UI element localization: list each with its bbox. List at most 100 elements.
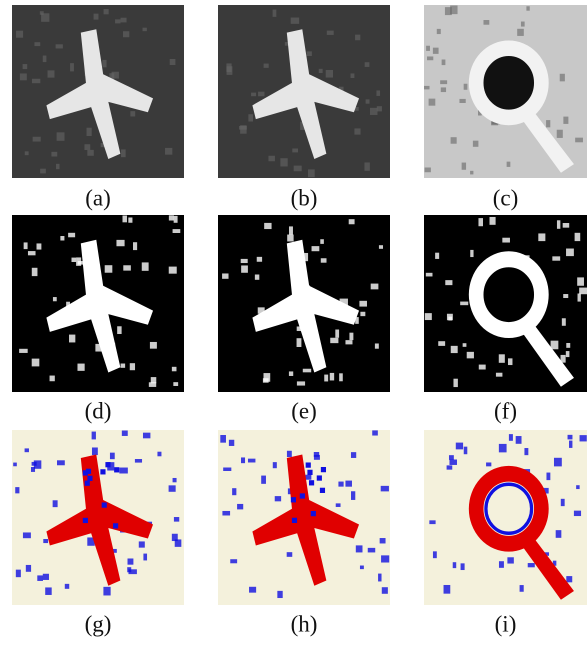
noise [43, 55, 47, 62]
ring [476, 48, 541, 117]
panel-image [424, 430, 587, 605]
noise [345, 340, 352, 344]
noise [56, 164, 59, 169]
noise [368, 548, 375, 553]
noise [355, 35, 360, 41]
noise [360, 312, 365, 316]
noise [25, 448, 29, 452]
noise [121, 364, 126, 368]
noise [230, 559, 237, 563]
panel-image [424, 5, 587, 178]
noise [273, 462, 277, 468]
noise [119, 468, 128, 474]
noise [173, 382, 178, 386]
noise [68, 233, 75, 237]
noise [345, 481, 352, 487]
noise [275, 496, 281, 501]
noise [575, 138, 583, 143]
ring [476, 259, 541, 330]
noise [237, 504, 243, 509]
noise [578, 293, 581, 301]
noise [307, 51, 312, 56]
noise [441, 87, 446, 92]
noise [223, 467, 231, 471]
noise [442, 59, 446, 65]
noise [351, 452, 356, 458]
noise [241, 259, 248, 263]
noise [330, 373, 334, 381]
noise [34, 42, 40, 46]
noise [57, 460, 65, 465]
noise [433, 551, 437, 558]
noise [117, 326, 121, 334]
noise [277, 591, 282, 598]
noise [381, 555, 389, 562]
noise [435, 253, 439, 259]
noise [87, 150, 93, 156]
noise [451, 346, 458, 353]
noise [28, 251, 36, 255]
noise [43, 539, 48, 543]
noise [351, 73, 355, 78]
noise [448, 317, 452, 321]
noise [557, 130, 563, 138]
noise [222, 273, 228, 278]
noise [25, 151, 29, 155]
noise [463, 343, 467, 347]
noise [502, 238, 510, 243]
noise [496, 373, 502, 377]
noise [326, 70, 333, 78]
noise [40, 11, 44, 15]
noise [174, 517, 179, 522]
noise [102, 60, 106, 67]
plane-speck [114, 467, 119, 472]
noise [576, 485, 579, 489]
noise [130, 111, 135, 116]
noise [287, 235, 293, 242]
noise [175, 539, 182, 546]
plane-speck [87, 476, 92, 481]
noise [232, 488, 236, 495]
noise [338, 482, 343, 487]
noise [297, 338, 302, 347]
plane-speck [307, 470, 312, 475]
noise [556, 530, 562, 538]
noise [112, 72, 119, 79]
noise [13, 463, 17, 467]
noise [438, 341, 445, 346]
noise [426, 46, 430, 51]
noise [324, 375, 328, 382]
noise [464, 447, 468, 455]
panel-label: (h) [291, 611, 318, 636]
noise [169, 485, 176, 491]
noise [445, 7, 452, 15]
noise [546, 473, 550, 481]
noise [349, 333, 353, 340]
noise [15, 487, 19, 493]
noise [297, 381, 305, 385]
noise [381, 486, 389, 492]
noise [560, 74, 565, 82]
noise [280, 158, 287, 166]
noise [483, 20, 489, 25]
noise [241, 265, 248, 272]
panel-label: (a) [85, 185, 111, 210]
noise [173, 229, 181, 233]
noise [92, 447, 98, 455]
noise [449, 455, 454, 460]
noise [128, 217, 132, 222]
noise [122, 431, 128, 436]
plane-speck [292, 518, 297, 523]
noise [507, 162, 511, 167]
noise [575, 233, 581, 241]
noise [378, 574, 381, 582]
plane-speck [102, 502, 107, 507]
noise [370, 108, 378, 115]
noise [94, 14, 99, 20]
noise [444, 585, 451, 594]
noise [382, 587, 388, 594]
noise [292, 148, 298, 152]
plane-speck [83, 518, 88, 523]
noise [45, 587, 51, 595]
noise [521, 22, 525, 27]
